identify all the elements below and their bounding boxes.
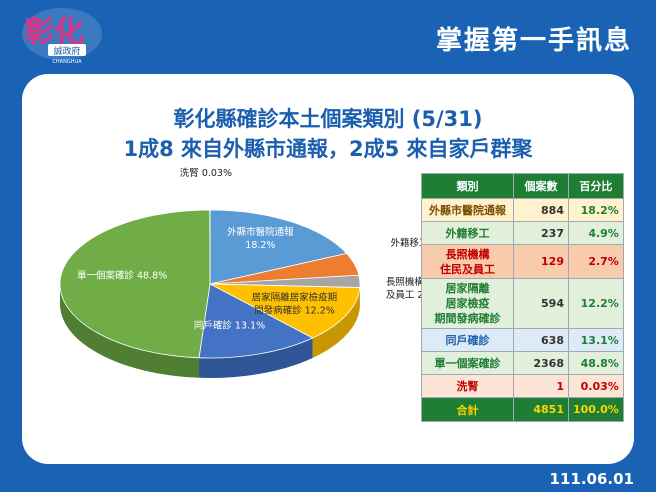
cell-percent: 48.8% bbox=[568, 351, 624, 375]
cell-category: 外籍移工 bbox=[421, 221, 514, 245]
svg-text:誠政府: 誠政府 bbox=[53, 45, 80, 57]
date-stamp: 111.06.01 bbox=[549, 470, 634, 488]
table-header-row: 類別 個案數 百分比 bbox=[421, 173, 624, 199]
table-total-row: 合計 4851 100.0% bbox=[421, 397, 624, 422]
content-card: 彰化縣確診本土個案類別 (5/31) 1成8 來自外縣市通報，2成5 來自家戶群… bbox=[22, 74, 634, 464]
table-row: 洗腎 1 0.03% bbox=[421, 374, 624, 398]
pie-side-wall bbox=[60, 284, 200, 378]
table-row: 居家隔離 居家檢疫 期間發病確診 594 12.2% bbox=[421, 278, 624, 329]
chart-title-block: 彰化縣確診本土個案類別 (5/31) 1成8 來自外縣市通報，2成5 來自家戶群… bbox=[22, 104, 634, 164]
cell-category: 單一個案確診 bbox=[421, 351, 514, 375]
cell-count: 884 bbox=[513, 198, 569, 222]
cell-percent: 4.9% bbox=[568, 221, 624, 245]
cell-category: 居家隔離 居家檢疫 期間發病確診 bbox=[421, 278, 514, 329]
cell-percent: 13.1% bbox=[568, 328, 624, 352]
cell-percent: 18.2% bbox=[568, 198, 624, 222]
cell-count: 1 bbox=[513, 374, 569, 398]
header-count: 個案數 bbox=[513, 173, 569, 199]
svg-text:CHANGHUA: CHANGHUA bbox=[52, 59, 82, 65]
table-row: 長照機構 住民及員工 129 2.7% bbox=[421, 244, 624, 279]
pie-label-3: 居家隔離居家檢疫期間發病確診 12.2% bbox=[252, 292, 338, 317]
pie-label-0: 外縣市醫院通報 18.2% bbox=[227, 226, 294, 251]
pie-label-5: 單一個案確診 48.8% bbox=[77, 270, 167, 282]
pie-label-6: 洗腎 0.03% bbox=[180, 167, 232, 179]
pie-slice-3 bbox=[209, 283, 361, 339]
header-percent: 百分比 bbox=[568, 173, 624, 199]
pie-slice-4 bbox=[198, 283, 314, 359]
cell-count: 237 bbox=[513, 221, 569, 245]
pie-slice-5 bbox=[59, 209, 211, 359]
pie-slice-0 bbox=[209, 209, 348, 285]
cell-category: 長照機構 住民及員工 bbox=[421, 244, 514, 279]
chart-title: 彰化縣確診本土個案類別 (5/31) bbox=[173, 107, 483, 131]
header-title: 掌握第一手訊息 bbox=[435, 26, 632, 56]
cell-count: 594 bbox=[513, 278, 569, 329]
pie-label-4: 同戶確診 13.1% bbox=[194, 319, 265, 331]
cell-count: 129 bbox=[513, 244, 569, 279]
table-row: 同戶確診 638 13.1% bbox=[421, 328, 624, 352]
total-percent: 100.0% bbox=[568, 397, 624, 422]
pie-side-wall bbox=[199, 337, 313, 378]
stats-table: 類別 個案數 百分比 外縣市醫院通報 884 18.2% 外籍移工 237 4.9% 長照機… bbox=[421, 173, 624, 422]
table-row: 單一個案確診 2368 48.8% bbox=[421, 351, 624, 375]
pie-side-wall bbox=[312, 287, 360, 358]
cell-count: 2368 bbox=[513, 351, 569, 375]
chart-subtitle: 1成8 來自外縣市通報，2成5 來自家戶群聚 bbox=[123, 137, 533, 161]
cell-category: 洗腎 bbox=[421, 374, 514, 398]
cell-count: 638 bbox=[513, 328, 569, 352]
cell-percent: 2.7% bbox=[568, 244, 624, 279]
cell-percent: 0.03% bbox=[568, 374, 624, 398]
total-count: 4851 bbox=[513, 397, 569, 422]
cell-percent: 12.2% bbox=[568, 278, 624, 329]
header-bar: 彰化 誠政府 CHANGHUA 掌握第一手訊息 bbox=[0, 0, 656, 72]
cell-category: 外縣市醫院通報 bbox=[421, 198, 514, 222]
table-row: 外籍移工 237 4.9% bbox=[421, 221, 624, 245]
changhua-logo: 彰化 誠政府 CHANGHUA bbox=[22, 8, 102, 65]
table-row: 外縣市醫院通報 884 18.2% bbox=[421, 198, 624, 222]
cell-category: 同戶確診 bbox=[421, 328, 514, 352]
total-label: 合計 bbox=[421, 397, 514, 422]
header-category: 類別 bbox=[421, 173, 514, 199]
